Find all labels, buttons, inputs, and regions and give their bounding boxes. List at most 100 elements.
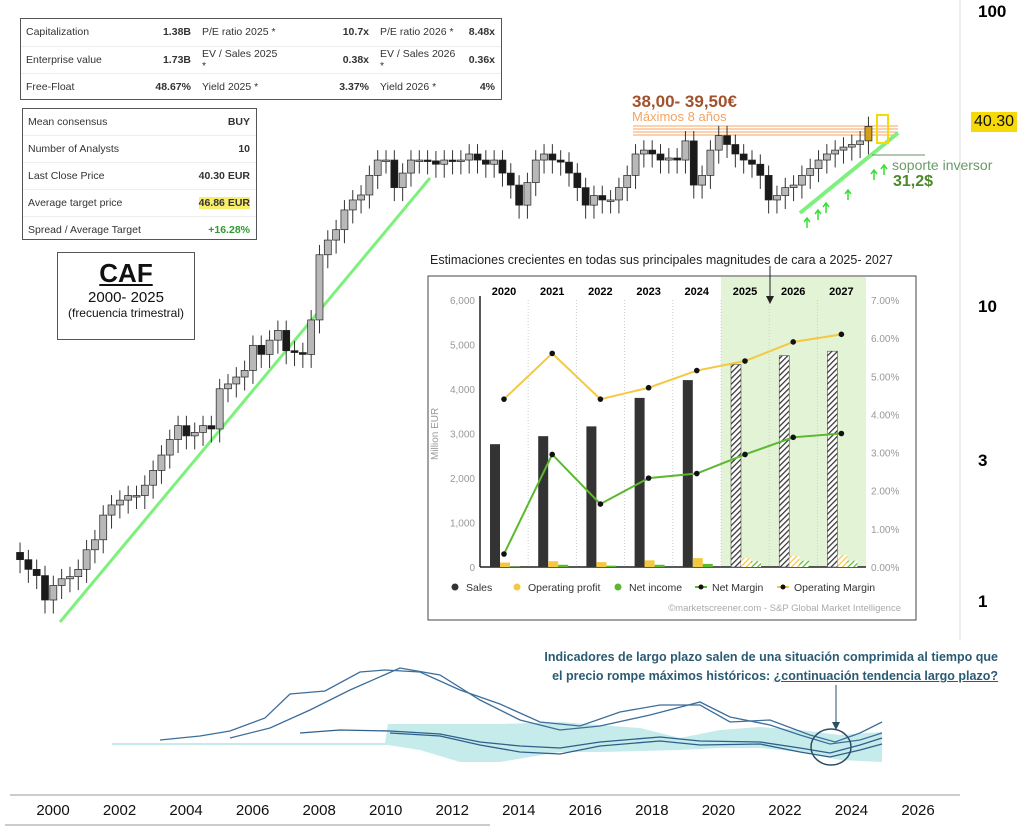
- net-margin-line: [503, 432, 842, 555]
- candle: [41, 565, 49, 614]
- category-label: 2025: [733, 286, 757, 298]
- consensus-label: Spread / Average Target: [28, 224, 141, 236]
- candle: [548, 144, 557, 174]
- category-label: 2027: [829, 286, 853, 298]
- y-tick-label: 1: [978, 592, 987, 611]
- category-label: 2021: [540, 286, 564, 298]
- candle: [640, 140, 648, 168]
- candle-body: [590, 195, 598, 206]
- sales-bar: [778, 355, 790, 568]
- sales-bar: [490, 444, 500, 567]
- candle: [714, 125, 723, 164]
- candle: [440, 150, 449, 178]
- y2-tick-label: 0.00%: [871, 563, 899, 574]
- operating-margin-point: [742, 358, 748, 364]
- category-label: 2023: [636, 286, 660, 298]
- operating-margin-point: [597, 396, 604, 402]
- candle: [839, 137, 848, 164]
- candle: [257, 335, 266, 368]
- candle-body: [66, 576, 74, 580]
- net-income-bar: [702, 563, 713, 567]
- operating-profit-bar: [644, 560, 655, 567]
- y2-tick-label: 1.00%: [871, 525, 899, 536]
- stat-label: EV / Sales 2025 *: [202, 47, 278, 72]
- y-tick-label: 0: [469, 563, 475, 574]
- candle: [581, 177, 590, 219]
- candle: [623, 165, 632, 202]
- candle-body: [664, 157, 673, 161]
- consensus-value: BUY: [227, 116, 250, 128]
- x-tick-label: 2022: [768, 802, 801, 819]
- net-margin-point: [645, 475, 652, 481]
- indicator-line-3: [299, 729, 883, 754]
- stat-value: 0.38x: [342, 53, 369, 66]
- candle: [298, 342, 307, 368]
- candle: [140, 475, 149, 510]
- candle: [32, 559, 41, 590]
- candle-body: [232, 376, 241, 385]
- candle-body: [348, 199, 357, 211]
- y-tick-label: 10: [978, 297, 997, 316]
- candle-body: [515, 184, 523, 206]
- candle: [107, 495, 116, 529]
- candle-body: [415, 159, 424, 162]
- candle-body: [631, 153, 640, 176]
- y-tick-label: 4,000: [450, 385, 475, 396]
- table-row: Average target price 46.86 EUR: [23, 190, 256, 217]
- y2-tick-label: 7.00%: [871, 296, 899, 307]
- candle: [606, 190, 615, 214]
- candle-body: [689, 140, 698, 186]
- up-arrow-shape: [844, 188, 852, 200]
- candle-body: [581, 187, 590, 206]
- stat-label: Yield 2025 *: [202, 81, 259, 94]
- consensus-label: Average target price: [28, 197, 123, 209]
- sales-bar: [586, 426, 597, 567]
- candle-body: [132, 495, 141, 498]
- candle: [573, 163, 582, 202]
- candle-body: [615, 187, 623, 201]
- x-tick-label: 2026: [901, 802, 934, 819]
- sales-bar: [538, 436, 549, 567]
- operating-profit-bar: [741, 558, 751, 567]
- table-row: Spread / Average Target +16.28%: [23, 217, 256, 243]
- indicator-note-question: ¿continuación tendencia largo plazo?: [773, 669, 998, 683]
- operating-profit-bar: [789, 555, 800, 567]
- candle: [515, 175, 523, 219]
- candle-body: [739, 153, 748, 161]
- resistance-label: Máximos 8 años: [632, 109, 727, 124]
- candle: [57, 568, 66, 599]
- x-tick-label: 2016: [569, 802, 602, 819]
- stat-label: P/E ratio 2025 *: [202, 26, 276, 39]
- candle-body: [856, 140, 864, 145]
- net-margin-point: [597, 501, 604, 507]
- y2-tick-label: 5.00%: [871, 372, 899, 383]
- legend-item: Sales: [451, 582, 492, 594]
- candle: [240, 360, 249, 391]
- x-tick-label: 2000: [36, 802, 69, 819]
- candle-body: [224, 383, 232, 390]
- candle-body: [32, 569, 41, 576]
- candle-body: [298, 352, 307, 355]
- candle-body: [82, 549, 91, 570]
- y2-tick-label: 6.00%: [871, 334, 899, 345]
- stat-value: 1.73B: [162, 53, 191, 66]
- candle: [432, 151, 440, 178]
- candle-body: [365, 175, 374, 196]
- indicator-line-2: [229, 667, 883, 745]
- candle: [673, 148, 681, 174]
- net-margin-point: [694, 470, 700, 477]
- legend-item: Net Margin: [695, 582, 764, 594]
- candle-body: [274, 330, 282, 341]
- last-candle-highlight: [876, 114, 889, 144]
- candle: [706, 140, 715, 189]
- x-tick-label: 2014: [502, 802, 535, 819]
- candle: [739, 144, 748, 174]
- sales-bar: [730, 364, 742, 568]
- candle-body: [831, 149, 840, 155]
- net-income-bar: [751, 561, 761, 567]
- net-margin-point: [742, 451, 748, 458]
- candle-body: [523, 182, 532, 206]
- candle: [315, 244, 324, 334]
- candle: [856, 131, 864, 158]
- up-arrow-icon: [814, 208, 822, 220]
